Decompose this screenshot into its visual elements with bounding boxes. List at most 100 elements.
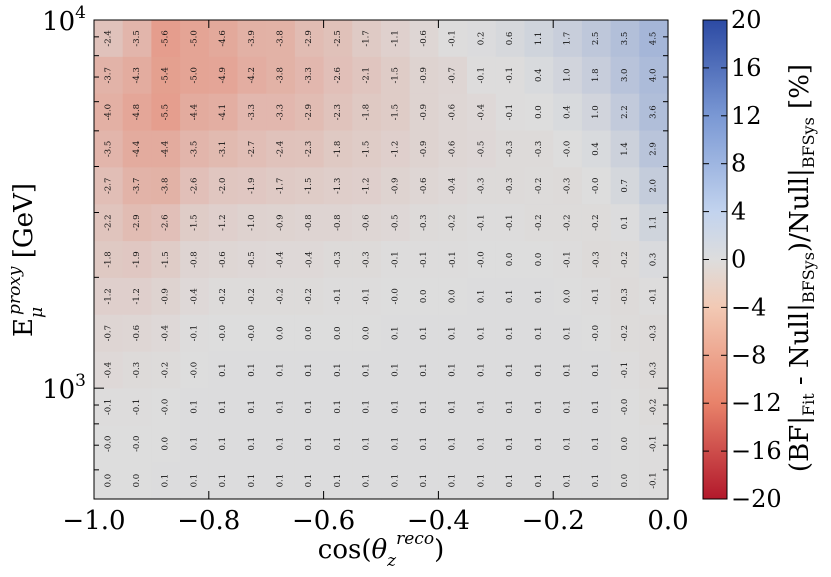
heatmap-cell-label: 1.1: [649, 216, 659, 230]
heatmap-cell-label: 0.7: [620, 179, 630, 193]
x-tick-label: −0.6: [292, 506, 355, 536]
plot-frame: [93, 19, 669, 500]
heatmap-cell-label: -1.2: [390, 141, 400, 157]
heatmap-cell-label: -4.4: [161, 141, 171, 157]
heatmap-cell-label: 0.1: [333, 474, 343, 488]
heatmap-cell: [610, 204, 640, 242]
heatmap-cell-label: -3.5: [132, 30, 142, 46]
heatmap-cell: [610, 314, 640, 353]
heatmap-cell: [581, 462, 612, 500]
heatmap-cell-label: 0.1: [419, 363, 429, 377]
heatmap-cell: [122, 388, 152, 426]
heatmap-cell-label: -0.4: [304, 251, 314, 267]
heatmap-cell-label: 0.1: [505, 400, 515, 414]
heatmap-cell-label: -0.4: [448, 178, 458, 194]
heatmap-cell-label: -0.3: [362, 251, 372, 267]
heatmap-cell-label: -1.5: [161, 251, 171, 267]
heatmap-cell-label: -1.5: [390, 104, 400, 120]
heatmap-cell: [237, 462, 267, 500]
heatmap-cell-label: -0.2: [620, 251, 630, 267]
heatmap-cell-label: 0.4: [534, 69, 544, 83]
heatmap-cell: [467, 241, 497, 279]
heatmap-cell: [237, 167, 267, 205]
heatmap-cell-label: 0.1: [218, 474, 228, 488]
heatmap-cell-label: -1.5: [304, 178, 314, 194]
heatmap-cell: [524, 314, 554, 353]
heatmap-cell: [581, 20, 612, 58]
heatmap-cell-label: -1.8: [333, 141, 343, 157]
heatmap-cell: [208, 314, 239, 353]
heatmap-cell-label: -0.1: [591, 288, 601, 304]
heatmap-cell: [266, 167, 296, 205]
heatmap-cell: [122, 130, 152, 168]
heatmap-cell: [438, 56, 468, 95]
heatmap-cell: [524, 351, 554, 390]
heatmap-cell-label: 2.9: [649, 142, 659, 156]
heatmap-cell-label: 0.1: [304, 437, 314, 451]
colorbar-tick-label: 0: [731, 246, 746, 274]
heatmap-cell: [467, 20, 497, 58]
heatmap-cell-label: 0.1: [563, 326, 573, 340]
y-axis-ticks: 103 104: [42, 3, 668, 500]
heatmap-cell-label: 3.6: [649, 105, 659, 119]
heatmap-cell: [122, 351, 152, 390]
heatmap-cell-label: 0.1: [563, 400, 573, 414]
heatmap-cell: [495, 20, 526, 58]
heatmap-cell: [180, 314, 210, 353]
heatmap-cell: [639, 130, 669, 168]
heatmap-cell-label: -1.2: [218, 214, 228, 230]
heatmap-cell: [94, 241, 124, 279]
heatmap-cell-label: -0.3: [333, 251, 343, 267]
heatmap-cell: [610, 167, 640, 205]
heatmap-cell-label: 0.0: [276, 326, 286, 340]
heatmap-cell: [553, 388, 583, 426]
heatmap-cell: [409, 56, 439, 95]
heatmap-cell-label: -1.2: [132, 288, 142, 304]
heatmap-cell-label: 0.1: [476, 400, 486, 414]
heatmap-cell-label: -2.7: [103, 178, 113, 194]
heatmap-cell-label: 0.0: [534, 105, 544, 119]
heatmap-cell-label: 2.5: [591, 32, 601, 46]
heatmap-cell-label: -0.4: [161, 325, 171, 341]
heatmap-cell-label: 3.0: [620, 69, 630, 83]
heatmap-cell: [180, 20, 210, 58]
heatmap-cell-label: -0.8: [304, 214, 314, 230]
heatmap-cell-label: -2.0: [218, 178, 228, 194]
heatmap-cell-label: 0.1: [390, 326, 400, 340]
heatmap-cell-label: -0.2: [591, 214, 601, 230]
heatmap-cell: [237, 93, 267, 132]
colorbar-tick-label: −8: [731, 341, 766, 369]
heatmap-cell-label: 0.1: [505, 290, 515, 304]
heatmap-cell: [294, 241, 325, 279]
heatmap-cell-label: 0.1: [189, 437, 199, 451]
heatmap-cell: [323, 204, 353, 242]
heatmap-cell-label: 0.1: [591, 400, 601, 414]
heatmap-cell: [467, 56, 497, 95]
heatmap-cell-label: 0.1: [304, 363, 314, 377]
heatmap-cell: [495, 351, 526, 390]
heatmap-cell: [581, 241, 612, 279]
heatmap-cell: [151, 204, 181, 242]
heatmap-cell: [381, 130, 411, 168]
heatmap-cell: [294, 20, 325, 58]
heatmap-cell-label: -0.9: [390, 178, 400, 194]
heatmap-cell: [524, 130, 554, 168]
heatmap-cell-label: 0.0: [419, 290, 429, 304]
heatmap-cell: [639, 20, 669, 58]
heatmap-cell: [381, 277, 411, 316]
heatmap-cell: [438, 241, 468, 279]
heatmap-cell: [180, 462, 210, 500]
heatmap-cell-label: -1.2: [103, 288, 113, 304]
x-axis-title: cos(θzreco): [318, 529, 444, 571]
heatmap-cell-label: -0.3: [563, 178, 573, 194]
heatmap-cell: [266, 462, 296, 500]
heatmap-cell-label: -0.1: [448, 251, 458, 267]
heatmap-cell: [438, 314, 468, 353]
heatmap-cell: [237, 204, 267, 242]
heatmap-cell-label: -2.4: [103, 30, 113, 46]
heatmap-cell-label: 0.0: [161, 437, 171, 451]
heatmap-cell: [122, 241, 152, 279]
heatmap-cell-label: 0.1: [534, 437, 544, 451]
heatmap-cell-label: -0.3: [476, 178, 486, 194]
heatmap-cell: [237, 130, 267, 168]
